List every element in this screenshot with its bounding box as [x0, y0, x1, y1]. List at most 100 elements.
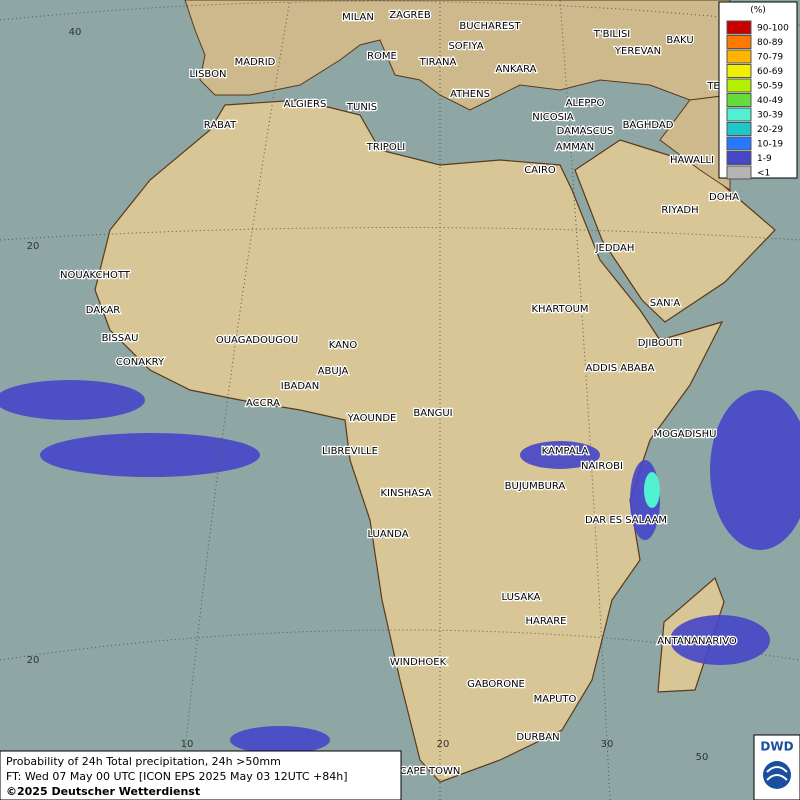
- legend-label: 40-49: [757, 96, 783, 106]
- graticule-line: [559, 0, 611, 800]
- legend-swatch: [726, 64, 752, 78]
- grid-label: 20: [437, 739, 450, 750]
- city-label: YEREVAN: [614, 46, 661, 57]
- city-label: BISSAU: [102, 333, 139, 344]
- city-label: T'BILISI: [593, 29, 630, 40]
- city-label: JEDDAH: [595, 243, 635, 254]
- footer-text: FT: Wed 07 May 00 UTC [ICON EPS 2025 May…: [6, 770, 348, 783]
- precip-area: [230, 726, 330, 754]
- grid-label: 40: [69, 27, 82, 38]
- legend-swatch: [726, 122, 752, 136]
- city-label: ALGIERS: [284, 99, 327, 110]
- city-label: TRIPOLI: [366, 142, 405, 153]
- footer-box: [0, 750, 402, 800]
- city-label: DAR ES SALAAM: [585, 515, 667, 526]
- city-label: MADRID: [235, 57, 276, 68]
- precip-area: [0, 380, 145, 420]
- city-label: ATHENS: [450, 89, 490, 100]
- legend-swatch: [726, 49, 752, 64]
- graticule-line: [0, 227, 800, 241]
- grid-label: 50: [696, 752, 709, 763]
- legend-label: 10-19: [757, 140, 783, 150]
- city-label: ANTANANARIVO: [657, 636, 737, 647]
- city-label: BUJUMBURA: [505, 481, 566, 492]
- city-label: SOFIYA: [448, 41, 483, 52]
- city-label: AMMAN: [556, 142, 594, 153]
- city-label: YAOUNDE: [347, 413, 397, 424]
- legend-swatch: [726, 93, 752, 107]
- city-label: DAMASCUS: [557, 126, 614, 137]
- city-label: DURBAN: [516, 732, 559, 743]
- legend-swatch: [726, 136, 752, 151]
- city-label: LISBON: [190, 69, 227, 80]
- logo: DWD: [760, 740, 793, 754]
- legend-swatch: [726, 165, 752, 180]
- city-label: OUAGADOUGOU: [216, 335, 298, 346]
- legend-swatch: [726, 20, 752, 35]
- legend-swatch: [726, 107, 752, 122]
- legend-swatch: [726, 35, 752, 49]
- city-label: ABUJA: [318, 366, 349, 377]
- city-label: MAPUTO: [534, 694, 577, 705]
- city-label: BAKU: [666, 35, 693, 46]
- city-label: GABORONE: [467, 679, 525, 690]
- precip-area: [644, 472, 660, 508]
- city-label: NICOSIA: [532, 112, 574, 123]
- city-label: HARARE: [525, 616, 566, 627]
- city-label: ALEPPO: [566, 98, 605, 109]
- legend-label: 50-59: [757, 82, 783, 92]
- city-label: LUANDA: [367, 529, 408, 540]
- grid-label: 30: [601, 739, 614, 750]
- city-label: LIBREVILLE: [322, 446, 378, 457]
- footer-text: Probability of 24h Total precipitation, …: [6, 755, 281, 768]
- city-label: MILAN: [342, 12, 374, 23]
- legend-label: 30-39: [757, 111, 783, 121]
- precip-area: [40, 433, 260, 477]
- city-label: CONAKRY: [116, 357, 165, 368]
- city-label: WINDHOEK: [390, 657, 447, 668]
- city-label: HAWALLI: [670, 155, 714, 166]
- city-label: CAIRO: [524, 165, 556, 176]
- city-label: RABAT: [204, 120, 237, 131]
- grid-label: 20: [27, 241, 40, 252]
- city-label: KAMPALA: [542, 446, 589, 457]
- city-label: SAN'A: [650, 298, 681, 309]
- city-label: DJIBOUTI: [638, 338, 683, 349]
- city-label: ANKARA: [496, 64, 537, 75]
- city-label: ZAGREB: [389, 10, 431, 21]
- city-label: BANGUI: [413, 408, 452, 419]
- legend-label: 1-9: [757, 154, 772, 164]
- city-label: NAIROBI: [581, 461, 623, 472]
- legend-label: <1: [757, 169, 770, 179]
- legend-swatch: [726, 78, 752, 93]
- precip-area: [670, 615, 770, 665]
- precip-area: [710, 390, 800, 550]
- city-label: IBADAN: [281, 381, 320, 392]
- city-label: TIRANA: [419, 57, 457, 68]
- europe: [184, 0, 731, 111]
- city-label: KINSHASA: [380, 488, 431, 499]
- legend-label: 90-100: [757, 24, 789, 34]
- city-label: NOUAKCHOTT: [60, 270, 131, 281]
- logo-icon: [766, 766, 788, 781]
- city-label: DOHA: [709, 192, 739, 203]
- city-label: MOGADISHU: [654, 429, 717, 440]
- legend-title: (%): [750, 6, 766, 16]
- africa: [94, 99, 724, 783]
- precip-area: [520, 441, 600, 469]
- city-label: ROME: [367, 51, 397, 62]
- city-label: TUNIS: [346, 102, 377, 113]
- city-label: KHARTOUM: [531, 304, 588, 315]
- city-label: BUCHAREST: [459, 21, 521, 32]
- legend-label: 70-79: [757, 53, 783, 63]
- city-label: ACCRA: [246, 398, 280, 409]
- legend-label: 80-89: [757, 38, 783, 48]
- city-label: RIYADH: [661, 205, 698, 216]
- footer-text: ©2025 Deutscher Wetterdienst: [6, 785, 200, 798]
- city-label: DAKAR: [86, 305, 121, 316]
- legend-label: 60-69: [757, 67, 783, 77]
- arabia: [574, 139, 776, 323]
